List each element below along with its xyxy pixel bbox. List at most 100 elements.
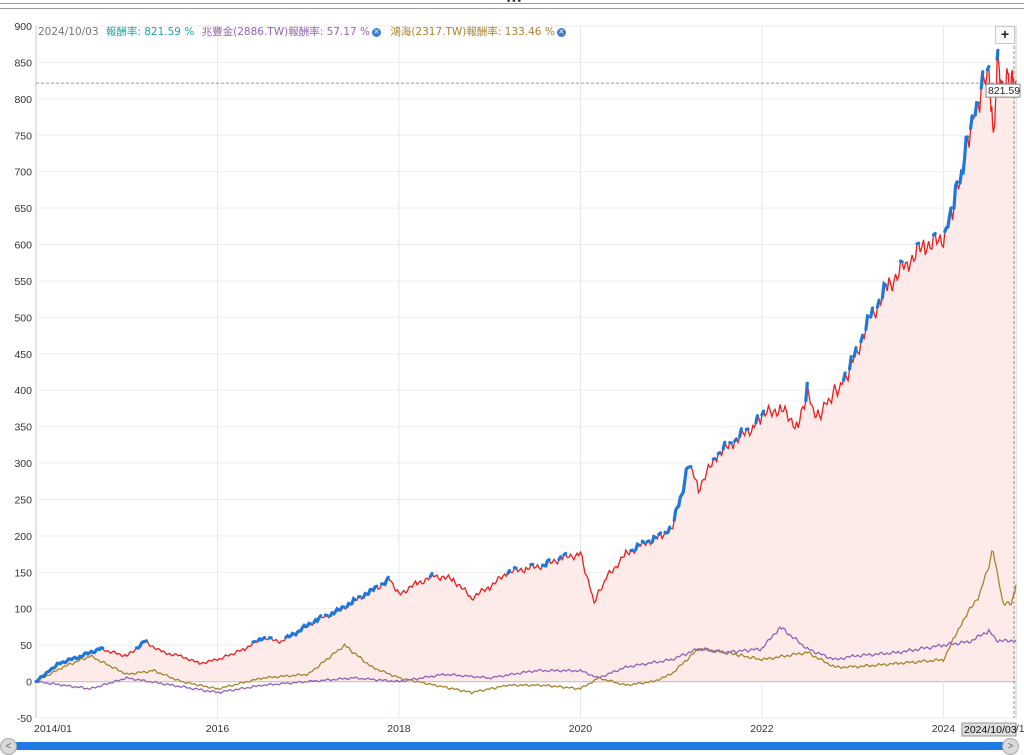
new-high-segment	[540, 558, 551, 568]
return-chart[interactable]: -50 0 50 100 150 200 250 300 350 400 450 500 550 600 6…	[0, 12, 1024, 738]
y-tick-label: 550	[14, 276, 32, 288]
new-high-segment	[663, 525, 672, 535]
new-high-segment	[512, 566, 518, 570]
legend-date: 2024/10/03	[38, 26, 99, 38]
new-high-segment	[804, 381, 809, 403]
new-high-segment	[915, 241, 921, 246]
new-high-segment	[256, 635, 267, 643]
y-tick-label: 500	[14, 312, 32, 324]
new-high-segment	[428, 572, 434, 579]
new-high-segment	[754, 414, 760, 425]
series-mega-line	[35, 626, 1017, 694]
new-high-segment	[312, 614, 323, 625]
crosshair-value-box	[985, 83, 1021, 98]
hon-hai-return-line	[35, 550, 1017, 695]
y-tick-label: 700	[14, 167, 32, 179]
y-tick-label: 0	[26, 677, 32, 689]
y-tick-label: 800	[14, 94, 32, 106]
y-tick-label: 850	[14, 57, 32, 69]
new-high-segment	[973, 100, 980, 117]
new-high-segment	[898, 259, 904, 264]
return-area	[36, 50, 1016, 682]
y-axis: -50 0 50 100 150 200 250 300 350 400 450 500 550 600 6…	[14, 21, 32, 725]
new-high-segment	[979, 70, 985, 91]
chart-legend: 2024/10/03 報酬率: 821.59 % 兆豐金(2886.TW)報酬率…	[38, 24, 572, 39]
new-high-segment	[875, 298, 881, 309]
new-high-segment	[657, 531, 663, 537]
new-high-segment	[943, 206, 953, 234]
new-high-segment	[728, 440, 734, 445]
new-high-segment	[634, 541, 641, 552]
close-circle-icon[interactable]: ✕	[371, 28, 381, 37]
y-tick-label: 450	[14, 349, 32, 361]
chevron-left-icon: <	[5, 741, 12, 752]
x-tick-label: 2016	[206, 723, 230, 735]
y-tick-label: 100	[14, 604, 32, 616]
y-tick-label: 350	[14, 422, 32, 434]
y-tick-label: 150	[14, 567, 32, 579]
new-high-segment	[380, 575, 390, 587]
x-tick-label: 2024	[932, 723, 956, 735]
top-splitter[interactable]: •••	[0, 0, 1024, 10]
new-high-segment	[880, 280, 888, 300]
y-tick-label: -50	[17, 713, 32, 725]
new-high-segment	[284, 621, 313, 639]
y-tick-label: 600	[14, 240, 32, 252]
new-high-segment	[323, 613, 329, 618]
y-tick-label: 300	[14, 458, 32, 470]
series-hon-hai-line	[35, 550, 1017, 695]
new-high-segment	[629, 548, 635, 553]
new-high-segment	[931, 231, 937, 237]
legend-main-return: 報酬率: 821.59 %	[105, 26, 195, 38]
new-high-segment	[985, 64, 991, 72]
new-high-segment	[650, 534, 658, 544]
y-tick-label: 200	[14, 531, 32, 543]
new-high-segment	[640, 539, 646, 545]
x-tick-label: 2014/01	[34, 723, 72, 735]
crosshair-value-label: 821.59	[988, 85, 1020, 97]
new-high-segment	[345, 596, 357, 609]
new-high-segment	[744, 427, 750, 431]
series-return-line	[34, 48, 1017, 684]
new-high-segment	[968, 114, 974, 131]
add-series-button[interactable]: +	[995, 26, 1015, 44]
scroll-left-button[interactable]: <	[0, 738, 17, 755]
new-high-segment	[672, 465, 693, 522]
x-axis: 2014/01201620182020202220242024/10	[34, 723, 1024, 735]
new-high-segment	[760, 409, 766, 417]
x-tick-label: 2020	[569, 723, 593, 735]
y-tick-label: 50	[20, 640, 32, 652]
new-high-segment	[864, 314, 870, 331]
mega-return-line	[35, 626, 1017, 694]
new-high-segment	[645, 539, 651, 544]
new-high-segment	[841, 371, 847, 382]
plus-icon: +	[1000, 26, 1010, 42]
new-high-segment	[562, 551, 568, 557]
y-tick-label: 750	[14, 130, 32, 142]
crosshair-date-box	[961, 722, 1017, 737]
y-tick-label: 250	[14, 494, 32, 506]
legend-mega-return: 兆豐金(2886.TW)報酬率: 57.17 %	[201, 26, 370, 38]
new-high-segment	[958, 135, 970, 185]
y-tick-label: 400	[14, 385, 32, 397]
new-high-segment	[557, 555, 563, 562]
scrollbar-thumb[interactable]	[14, 742, 1008, 750]
drag-handle-icon[interactable]: •••	[506, 0, 522, 7]
crosshair: 821.59 2024/10/03	[36, 26, 1021, 737]
new-high-segment	[738, 427, 743, 439]
new-high-segment	[733, 437, 739, 443]
new-high-segment	[852, 346, 858, 358]
new-high-segment	[869, 306, 875, 319]
new-high-segment	[995, 48, 1000, 61]
time-scrollbar[interactable]: < >	[0, 738, 1024, 755]
crosshair-date-label: 2024/10/03	[964, 724, 1017, 736]
new-high-segment	[34, 646, 105, 684]
new-high-segment	[716, 451, 722, 456]
scroll-right-button[interactable]: >	[1002, 738, 1019, 755]
close-circle-icon[interactable]: ✕	[556, 28, 566, 37]
new-high-segment	[859, 333, 865, 344]
new-high-segment	[721, 440, 727, 451]
x-tick-label: 2018	[387, 723, 411, 735]
new-high-segment	[506, 568, 512, 576]
new-high-segment	[847, 355, 853, 371]
